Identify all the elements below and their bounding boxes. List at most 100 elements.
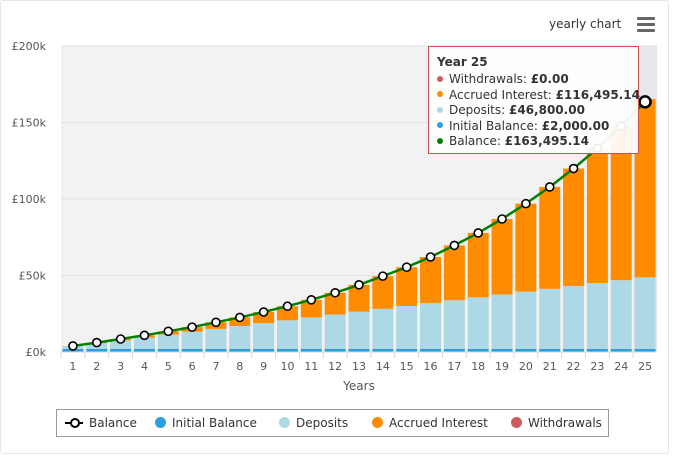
y-tick-label: £50k [19,270,47,283]
bar-initial-balance [86,348,108,352]
x-tick-label: 23 [590,360,604,373]
tooltip-row-accrued-interest: Accrued Interest: £116,495.14 [437,88,640,104]
bar-initial-balance [133,348,155,352]
x-tick-label: 19 [495,360,509,373]
x-tick-label: 6 [189,360,196,373]
bar-deposits [563,285,585,349]
bar-initial-balance [586,348,608,352]
y-tick-label: £100k [12,193,47,206]
bar-accrued-interest [300,299,322,318]
tooltip: Year 25 Withdrawals: £0.00 Accrued Inter… [428,46,640,154]
bar-deposits [586,283,608,349]
bar-accrued-interest [420,256,442,304]
x-tick-label: 25 [638,360,652,373]
bar-deposits [539,288,561,349]
balance-point [425,252,436,262]
x-tick-label: 5 [165,360,172,373]
balance-point [401,262,412,272]
x-tick-label: 4 [141,360,148,373]
legend-item-balance[interactable]: Balance [65,416,137,430]
bar-deposits [467,297,489,349]
withdrawals-circle-icon [511,417,522,428]
balance-point [568,163,579,174]
balance-point [163,326,174,337]
x-tick-label: 11 [304,360,318,373]
balance-point [497,214,507,224]
legend-item-withdrawals[interactable]: Withdrawals [511,416,602,430]
bar-accrued-interest [253,312,275,324]
balance-point [354,280,364,290]
bar-initial-balance [300,348,322,352]
initial-balance-circle-icon [155,417,166,428]
bar-accrued-interest [610,125,632,281]
bar-initial-balance [563,348,585,352]
bar-deposits [324,314,346,349]
legend-item-accrued-interest[interactable]: Accrued Interest [372,416,488,430]
bar-accrued-interest [467,232,489,298]
withdrawals-dot-icon [437,75,443,82]
bar-accrued-interest [276,306,298,321]
bar-initial-balance [610,348,632,352]
legend-item-deposits[interactable]: Deposits [279,416,348,430]
x-tick-label: 15 [400,360,414,373]
x-tick-label: 17 [447,360,461,373]
balance-point [139,330,150,341]
initial-balance-dot-icon [437,122,443,128]
balance-point [68,341,78,351]
balance-point [235,312,245,323]
tooltip-row-balance: Balance: £163,495.14 [437,134,630,150]
x-tick-label: 16 [424,360,438,373]
y-tick-label: £200k [12,40,47,53]
legend-item-initial-balance[interactable]: Initial Balance [155,416,257,430]
bar-initial-balance [276,348,298,352]
bar-deposits [229,326,251,349]
tooltip-row-withdrawals: Withdrawals: £0.00 [437,72,630,88]
bar-accrued-interest [634,99,656,278]
deposits-circle-icon [279,417,290,428]
bar-deposits [372,308,394,349]
balance-point [91,337,102,348]
bar-accrued-interest [586,148,608,284]
hamburger-menu-icon[interactable] [637,17,655,32]
bar-deposits [420,303,442,349]
x-tick-label: 8 [236,360,243,373]
bar-accrued-interest [563,168,585,286]
y-tick-label: £0k [26,346,47,359]
tooltip-row-deposits: Deposits: £46,800.00 [437,103,630,119]
bar-initial-balance [467,348,489,352]
x-tick-label: 21 [543,360,557,373]
tooltip-title: Year 25 [437,55,488,69]
yearly-chart-menu[interactable]: yearly chart [549,17,622,31]
x-tick-label: 20 [519,360,533,373]
bar-initial-balance [229,348,251,352]
bar-deposits [610,280,632,349]
x-tick-label: 2 [93,360,100,373]
bar-deposits [110,340,132,349]
bar-deposits [396,305,418,349]
bar-deposits [181,331,203,349]
x-tick-label: 18 [471,360,485,373]
x-tick-label: 9 [260,360,267,373]
bar-deposits [300,317,322,349]
x-tick-label: 10 [280,360,294,373]
bar-deposits [491,294,513,349]
x-tick-label: 13 [352,360,366,373]
balance-point [211,317,221,328]
bar-accrued-interest [324,292,346,315]
bar-initial-balance [443,348,465,352]
balance-point [258,307,269,317]
bar-initial-balance [181,348,203,352]
balance-point [187,322,197,332]
balance-point [115,334,126,344]
bar-initial-balance [253,348,275,352]
balance-line-icon [65,417,83,428]
bar-deposits [348,311,370,349]
x-tick-label: 24 [614,360,628,373]
bar-initial-balance [491,348,513,352]
bar-initial-balance [324,348,346,352]
x-tick-label: 12 [328,360,342,373]
balance-point [378,271,388,281]
deposits-dot-icon [437,106,443,113]
tooltip-row-initial-balance: Initial Balance: £2,000.00 [437,119,630,135]
bar-deposits [634,277,656,349]
